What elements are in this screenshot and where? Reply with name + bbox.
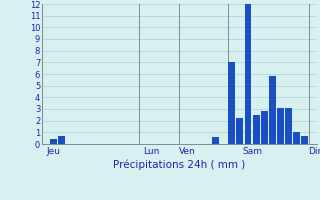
Bar xyxy=(58,136,65,144)
Bar xyxy=(236,118,243,144)
Bar xyxy=(285,108,292,144)
Bar xyxy=(277,108,284,144)
Bar xyxy=(253,115,260,144)
Bar xyxy=(293,132,300,144)
Bar xyxy=(269,76,276,144)
Bar xyxy=(301,136,308,144)
Bar xyxy=(244,4,252,144)
Bar xyxy=(228,62,235,144)
Bar xyxy=(212,137,219,144)
Bar xyxy=(50,139,57,144)
Bar xyxy=(261,111,268,144)
X-axis label: Précipitations 24h ( mm ): Précipitations 24h ( mm ) xyxy=(113,160,245,170)
